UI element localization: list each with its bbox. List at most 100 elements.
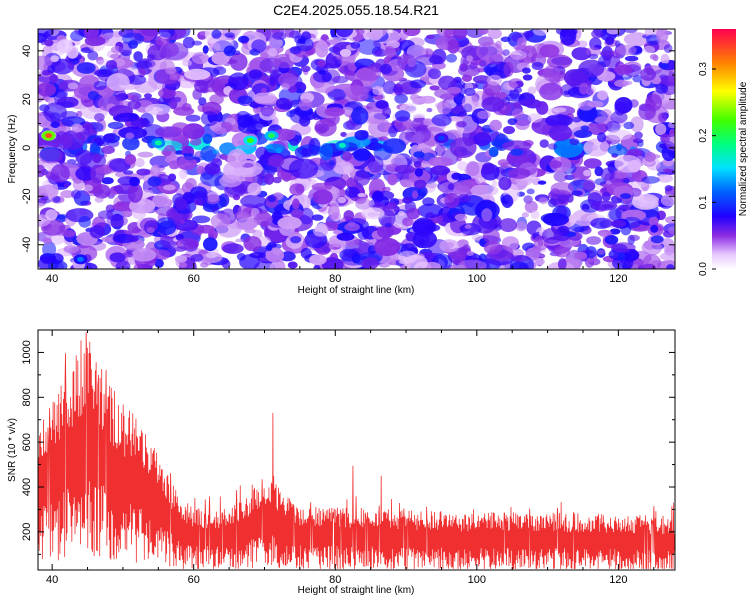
- spectrogram-cell: [109, 252, 126, 263]
- spectrogram-cell: [605, 120, 621, 133]
- spectrogram-cell: [237, 119, 263, 134]
- spectrogram-cell: [464, 224, 472, 229]
- spectrogram-cell: [265, 247, 285, 263]
- spectrogram-cell: [394, 93, 408, 104]
- spectrogram-cell: [387, 173, 398, 186]
- spectrogram-cell: [227, 149, 248, 168]
- spectrogram-cell: [539, 139, 549, 148]
- spectrogram-cell: [272, 176, 282, 184]
- spectrogram-cell: [101, 177, 114, 185]
- spectrogram-cell: [106, 73, 130, 92]
- spectrogram-cell: [507, 118, 518, 126]
- spectrogram-cell: [147, 176, 162, 187]
- spectrogram-cell: [67, 159, 77, 165]
- spectrogram-cell: [426, 34, 435, 39]
- spectrogram-cell: [114, 89, 127, 102]
- spectrogram-cell: [298, 98, 312, 111]
- spectrogram-cell: [137, 151, 154, 158]
- spectrogram-cell: [289, 183, 305, 196]
- spectrogram-cell: [152, 193, 170, 208]
- spectrogram-cell: [317, 126, 327, 134]
- spectrogram-cell: [582, 179, 596, 192]
- x-tick-label: 80: [329, 574, 341, 586]
- spectrogram-cell: [563, 69, 585, 87]
- spectrogram-cell: [394, 110, 411, 122]
- spectrogram-cell: [260, 104, 274, 117]
- spectrogram-cell: [431, 114, 452, 127]
- spectrogram-cell: [606, 29, 620, 35]
- spectrogram-cell: [624, 55, 639, 62]
- spectrogram-cell: [530, 210, 540, 220]
- spectrogram-cell: [536, 101, 549, 115]
- spectrogram-cell: [487, 74, 502, 86]
- spectrogram-cell: [213, 66, 227, 75]
- spectrogram-cell: [477, 110, 491, 120]
- colorbar-label: Normalized spectral amplitude: [738, 81, 749, 216]
- spectrogram-cell: [249, 252, 266, 259]
- spectrogram-cell: [464, 88, 476, 96]
- spectrogram-cell: [446, 86, 462, 94]
- y-tick-label: -20: [21, 188, 33, 204]
- spectrogram-cell: [538, 197, 549, 205]
- spectrogram-cell: [425, 181, 438, 189]
- spectrogram-cell: [354, 130, 369, 141]
- spectrogram-cell: [412, 230, 437, 249]
- spectrogram-cell: [361, 207, 385, 220]
- spectrogram-cell: [343, 85, 369, 98]
- spectrogram-cell: [211, 51, 230, 65]
- spectrogram-cell: [211, 206, 220, 214]
- spectrogram-cell: [286, 110, 296, 118]
- spectrogram-cell: [236, 252, 246, 261]
- spectrogram-cell: [655, 83, 669, 94]
- spectrogram-cell: [343, 210, 355, 221]
- spectrogram-cell: [548, 160, 562, 169]
- spectrogram-cell: [94, 196, 104, 203]
- spectrogram-cell: [38, 184, 59, 200]
- spectrogram-cell: [123, 170, 134, 175]
- spectrogram-cell: [501, 194, 514, 208]
- spectrogram-cell: [196, 166, 206, 175]
- spectrogram-cell: [521, 212, 530, 218]
- spectrogram-cell: [261, 88, 267, 93]
- spectrogram-hotspot: [76, 256, 84, 262]
- spectrogram-cell: [284, 29, 295, 38]
- spectrogram-cell: [147, 54, 155, 61]
- spectrogram-cell: [356, 38, 381, 55]
- spectrogram-cell: [583, 158, 602, 169]
- spectrogram-cell: [443, 29, 456, 39]
- spectrogram-cell: [339, 248, 360, 262]
- colorbar-tick-label: 0.0: [698, 262, 709, 276]
- spectrogram-cell: [333, 161, 355, 175]
- spectrogram-cell: [600, 109, 612, 117]
- spectrogram-cell: [40, 255, 54, 265]
- spectrogram-cell: [173, 246, 187, 252]
- spectrogram-cell: [414, 168, 424, 177]
- colorbar-tick-label: 0.1: [698, 195, 709, 209]
- spectrogram-cell: [402, 196, 413, 204]
- spectrogram-cell: [477, 67, 485, 73]
- x-tick-label: 60: [188, 273, 200, 285]
- spectrogram-cell: [503, 126, 515, 135]
- x-tick-label: 100: [468, 273, 486, 285]
- spectrogram-cell: [614, 40, 621, 48]
- spectrogram-cell: [125, 132, 135, 140]
- spectrogram-panel: 40 60 80 100 120 40 20 0 -20 -40 Height of straig…: [7, 28, 676, 296]
- spectrogram-cell: [664, 216, 675, 224]
- spectrogram-cell: [356, 66, 381, 82]
- spectrogram-cell: [481, 96, 505, 112]
- spectrogram-cell: [288, 158, 319, 179]
- spectrogram-cell: [663, 44, 673, 54]
- spectrogram-cell: [600, 167, 615, 181]
- spectrogram-cell: [408, 169, 431, 184]
- spectrogram-cell: [375, 100, 389, 109]
- spectrogram-cell: [548, 198, 566, 205]
- spectrogram-cell: [50, 121, 60, 128]
- spectrogram-cell: [441, 41, 449, 50]
- spectrogram-cell: [542, 212, 569, 227]
- spectrogram-cell: [637, 140, 644, 147]
- colorbar-tick-label: 0.2: [698, 128, 709, 142]
- spectrogram-cell: [660, 53, 670, 65]
- spectrogram-cell: [311, 214, 324, 221]
- spectrogram-cell: [96, 140, 109, 147]
- spectrogram-cell: [571, 190, 583, 196]
